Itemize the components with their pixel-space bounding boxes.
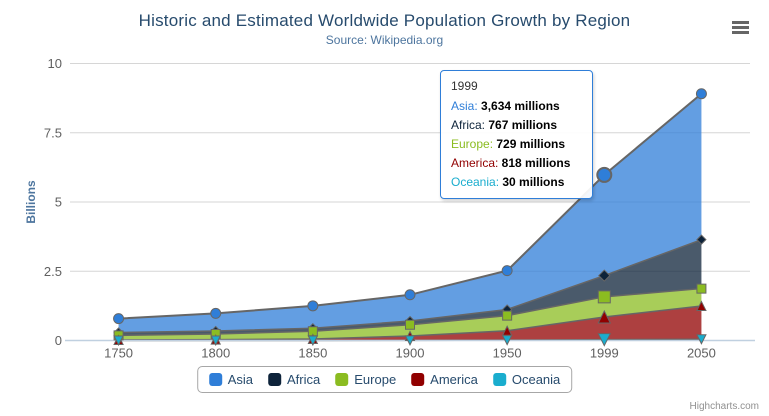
chart-subtitle: Source: Wikipedia.org: [325, 33, 444, 47]
legend-item-europe[interactable]: Europe: [335, 372, 396, 387]
y-axis-label: 2.5: [44, 264, 62, 279]
area-america[interactable]: [118, 305, 702, 341]
legend-item-asia[interactable]: Asia: [208, 372, 254, 387]
hamburger-icon: [732, 26, 749, 29]
y-axis-label: 5: [55, 195, 62, 210]
area-asia[interactable]: [118, 93, 702, 333]
marker-asia-1750[interactable]: [113, 313, 125, 325]
legend-swatch-icon: [268, 373, 282, 386]
x-axis-label: 1850: [298, 346, 327, 361]
marker-oceania-1900[interactable]: [404, 335, 416, 346]
marker-europe-1999[interactable]: [597, 290, 611, 304]
area-africa[interactable]: [118, 239, 702, 336]
x-axis-label: 1900: [396, 346, 425, 361]
marker-asia-1950[interactable]: [501, 265, 513, 277]
x-axis-label: 1750: [104, 346, 133, 361]
marker-africa-2050[interactable]: [696, 234, 707, 245]
marker-africa-1999[interactable]: [598, 269, 611, 282]
credits-link[interactable]: Highcharts.com: [689, 401, 759, 412]
marker-europe-1950[interactable]: [502, 310, 513, 321]
hamburger-icon: [732, 31, 749, 34]
y-axis-label: 7.5: [44, 125, 62, 140]
x-axis-label: 1950: [493, 346, 522, 361]
legend-swatch-icon: [208, 373, 222, 386]
marker-europe-1900[interactable]: [405, 319, 415, 330]
context-menu-button[interactable]: [732, 21, 749, 34]
legend-item-africa[interactable]: Africa: [268, 372, 320, 387]
legend-swatch-icon: [492, 373, 506, 386]
marker-asia-2050[interactable]: [695, 88, 707, 100]
marker-asia-1900[interactable]: [404, 289, 416, 301]
y-axis-label: 0: [55, 333, 62, 348]
legend-swatch-icon: [411, 373, 425, 386]
marker-asia-1850[interactable]: [307, 300, 319, 312]
legend-label: Europe: [354, 372, 397, 387]
marker-america-2050[interactable]: [696, 300, 707, 311]
legend-label: America: [430, 372, 478, 387]
marker-oceania-1850[interactable]: [307, 335, 319, 347]
marker-oceania-2050[interactable]: [696, 334, 707, 345]
marker-asia-1999[interactable]: [596, 166, 613, 183]
marker-oceania-1800[interactable]: [210, 335, 222, 347]
marker-oceania-1750[interactable]: [113, 335, 124, 347]
chart-title: Historic and Estimated Worldwide Populat…: [138, 11, 631, 30]
marker-asia-1800[interactable]: [210, 307, 222, 319]
marker-america-1999[interactable]: [597, 309, 612, 324]
hamburger-icon: [732, 21, 749, 24]
y-axis-label: 10: [48, 56, 62, 71]
y-axis-title: Billions: [24, 180, 38, 224]
legend-label: Africa: [287, 372, 321, 387]
legend-item-america[interactable]: America: [411, 372, 478, 387]
marker-oceania-1999[interactable]: [597, 333, 612, 347]
legend-item-oceania[interactable]: Oceania: [492, 372, 561, 387]
legend-label: Oceania: [511, 372, 561, 387]
marker-europe-2050[interactable]: [696, 283, 707, 294]
legend-swatch-icon: [335, 373, 349, 386]
legend-label: Asia: [227, 372, 254, 387]
x-axis-label: 2050: [687, 346, 716, 361]
legend: Asia Africa Europe America Oceania: [196, 366, 573, 393]
x-axis-label: 1999: [590, 346, 619, 361]
marker-oceania-1950[interactable]: [501, 335, 513, 346]
x-axis-label: 1800: [201, 346, 230, 361]
